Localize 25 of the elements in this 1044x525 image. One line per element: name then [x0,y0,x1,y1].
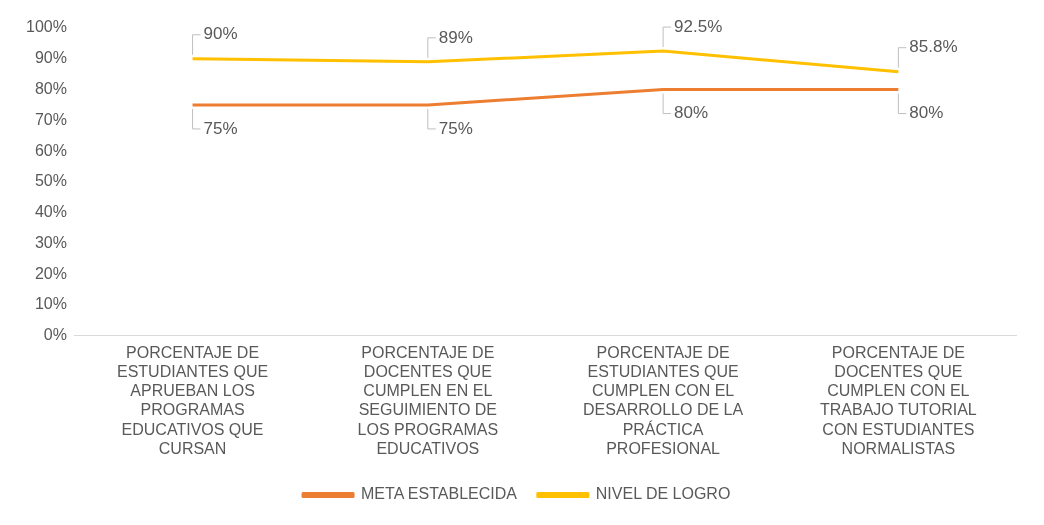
legend-label: META ESTABLECIDA [361,485,518,503]
y-tick-label: 100% [26,18,67,36]
data-label: 75% [203,118,238,138]
data-label: 80% [909,103,944,123]
y-tick-label: 90% [34,49,67,67]
y-tick-label: 30% [34,233,67,251]
data-label: 89% [438,27,473,47]
y-tick-label: 80% [34,79,67,97]
x-tick-label: PORCENTAJE DE ESTUDIANTES QUE CUMPLEN CON EL DESARROLLO DE LA PRÁCTICA PROFESIONAL [583,343,744,457]
x-tick-label: PORCENTAJE DE ESTUDIANTES QUE APRUEBAN LOS PROGRAMAS EDUCATIVOS QUE CURSAN [116,343,269,457]
data-label: 90% [203,24,238,44]
y-tick-label: 70% [34,110,67,128]
y-tick-label: 40% [34,203,67,221]
data-label: 80% [674,103,709,123]
legend-label: NIVEL DE LOGRO [595,485,731,503]
x-tick-label: PORCENTAJE DE DOCENTES QUE CUMPLEN CON EL TRABAJO TUTORIAL CON ESTUDIANTES NORMALISTAS [819,343,977,457]
data-label: 85.8% [909,37,958,57]
data-label: 92.5% [674,16,723,36]
y-tick-label: 20% [34,264,67,282]
y-tick-label: 0% [43,326,67,344]
x-tick-label: PORCENTAJE DE DOCENTES QUE CUMPLEN EN EL SEGUIMIENTO DE LOS PROGRAMAS EDUCATIVOS [357,343,499,457]
y-tick-label: 60% [34,141,67,159]
y-tick-label: 50% [34,172,67,190]
data-label: 75% [438,118,473,138]
y-tick-label: 10% [34,295,67,313]
